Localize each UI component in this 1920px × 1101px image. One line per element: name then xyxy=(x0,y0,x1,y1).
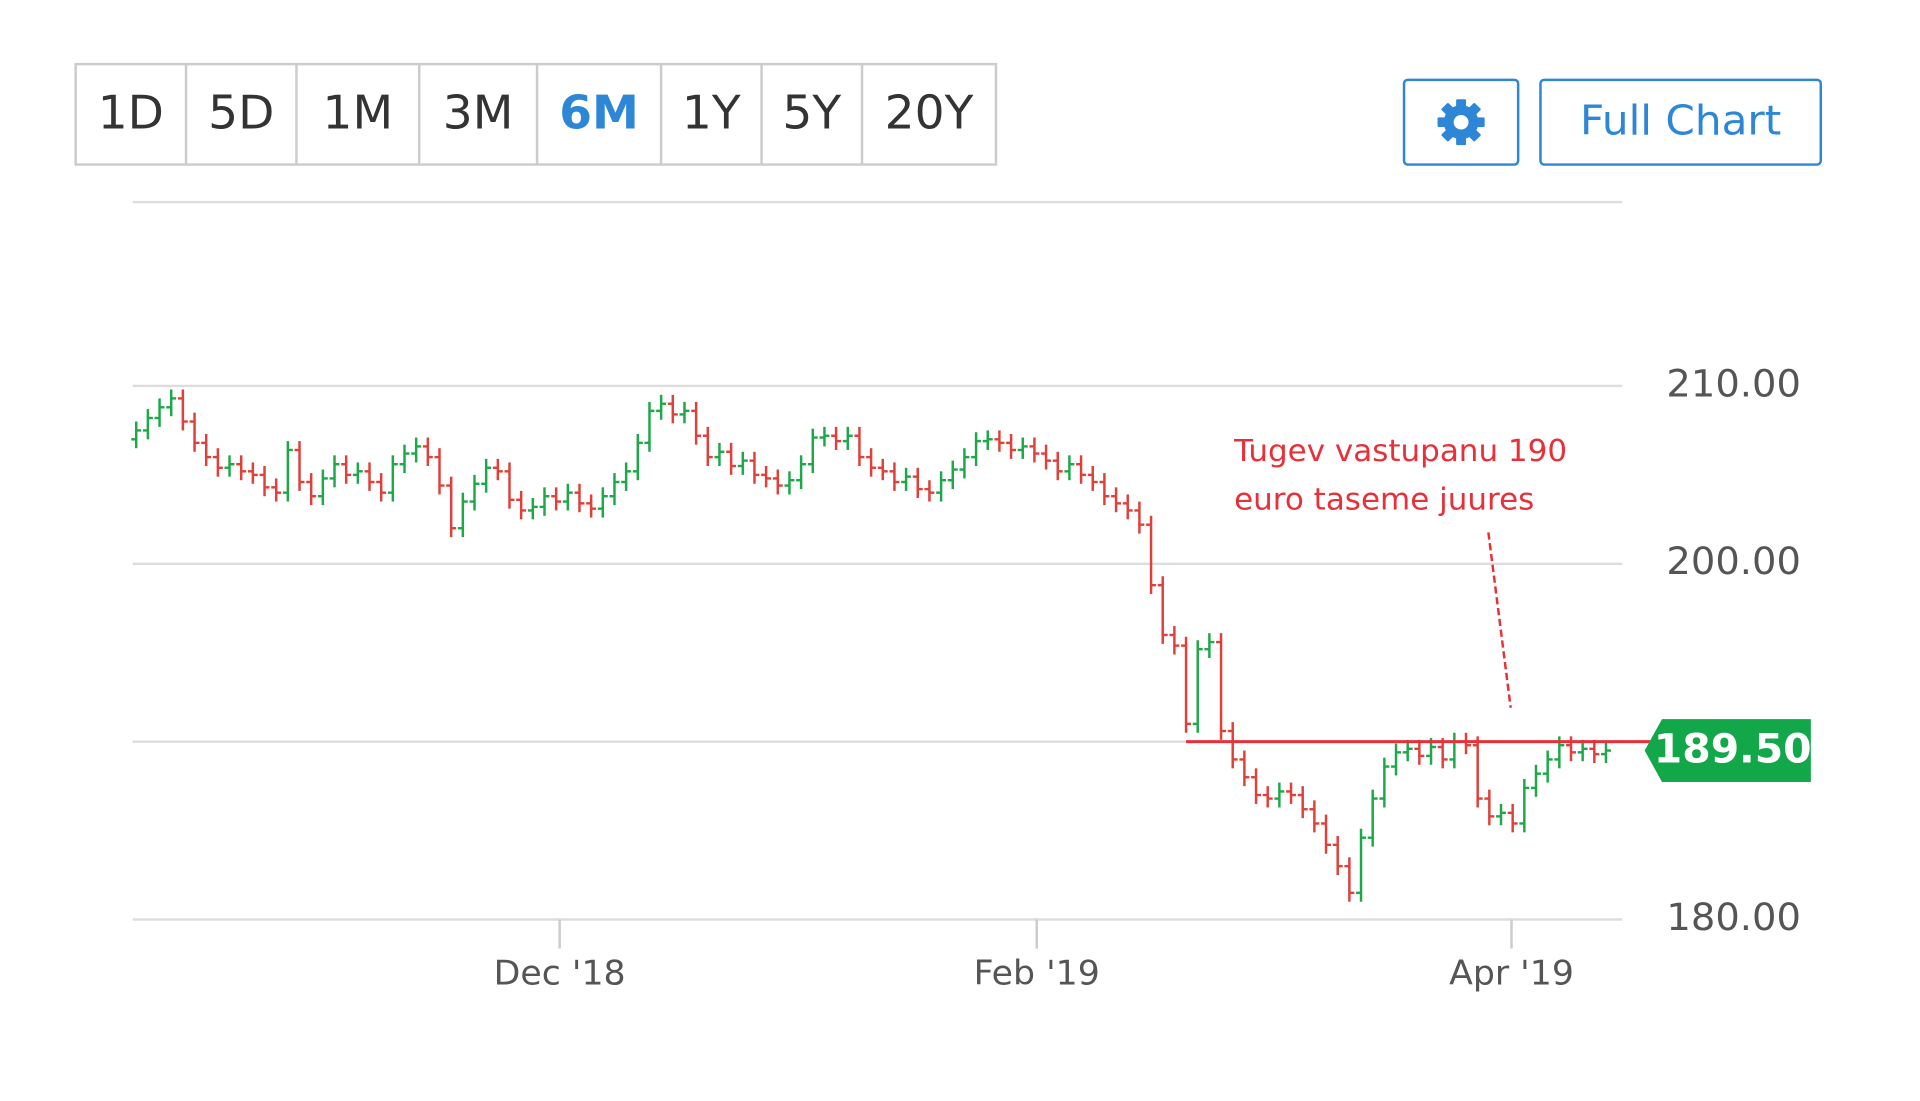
y-tick-label: 210.00 xyxy=(1666,362,1800,405)
y-tick-label: 200.00 xyxy=(1666,540,1800,583)
gear-icon[interactable] xyxy=(1437,99,1485,146)
range-button[interactable]: 5D xyxy=(208,86,274,139)
x-tick-label: Apr '19 xyxy=(1449,954,1574,994)
y-tick-label: 180.00 xyxy=(1666,895,1800,938)
range-button[interactable]: 3M xyxy=(443,86,514,139)
range-button[interactable]: 6M xyxy=(559,86,639,139)
range-button[interactable]: 20Y xyxy=(885,86,974,139)
annotation-text: Tugev vastupanu 190 xyxy=(1233,434,1567,469)
last-price-tag xyxy=(1644,719,1811,783)
range-button[interactable]: 1M xyxy=(323,86,394,139)
settings-button[interactable] xyxy=(1402,78,1520,166)
x-tick-label: Dec '18 xyxy=(494,954,626,994)
full-chart-label[interactable]: Full Chart xyxy=(1580,96,1781,144)
range-button[interactable]: 1Y xyxy=(682,86,741,139)
range-button[interactable]: 5Y xyxy=(782,86,841,139)
x-tick-label: Feb '19 xyxy=(974,954,1100,994)
last-price-label: 189.50 xyxy=(1654,725,1812,772)
full-chart-button[interactable] xyxy=(1539,78,1823,166)
annotation-arrow xyxy=(1487,532,1512,708)
range-button[interactable]: 1D xyxy=(98,86,164,139)
annotation-text: euro taseme juures xyxy=(1234,483,1534,518)
